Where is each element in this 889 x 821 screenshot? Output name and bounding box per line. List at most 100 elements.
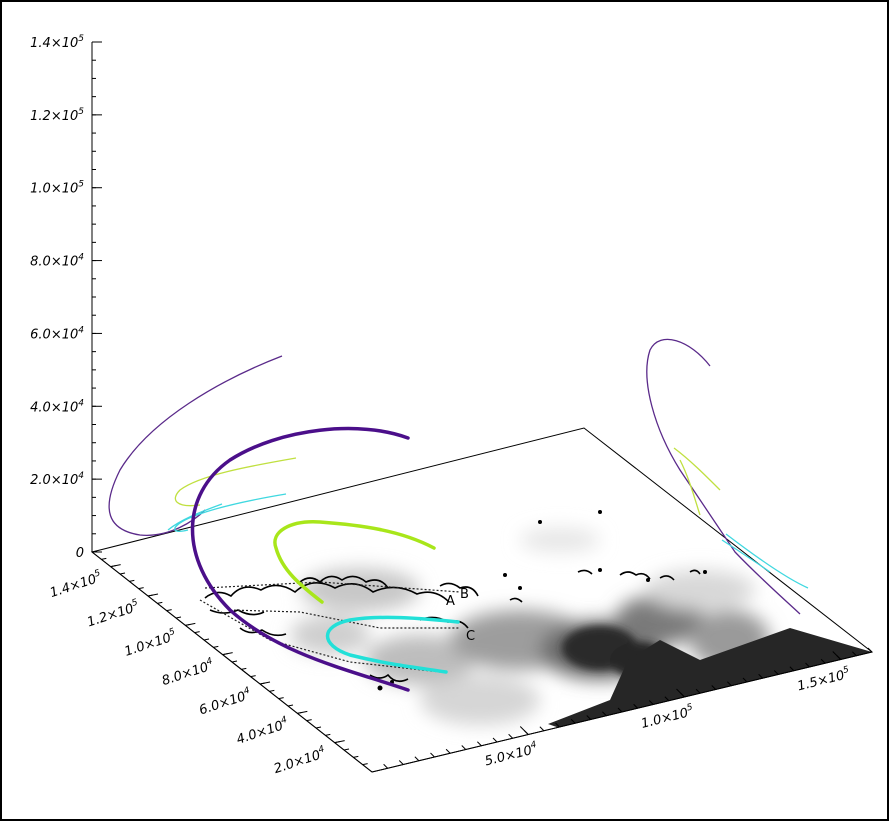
y-minor-tick — [343, 748, 350, 751]
y-tick-label: 6.0×104 — [197, 686, 254, 719]
x-major-tick — [676, 688, 685, 698]
z-tick-label: 1.2×105 — [30, 107, 84, 124]
y-minor-tick — [138, 587, 144, 590]
x-minor-tick — [727, 681, 732, 687]
x-minor-tick — [570, 718, 576, 724]
y-minor-tick — [129, 579, 135, 582]
y-tick-label-group: 2.0×104 — [271, 744, 328, 777]
x-tick-label: 1.0×105 — [639, 702, 696, 732]
x-minor-tick — [398, 760, 404, 765]
z-tick-label: 2.0×104 — [30, 471, 84, 488]
x-minor-tick — [742, 677, 748, 683]
projection-green-left — [174, 457, 297, 507]
region-labels: A B C — [446, 587, 475, 644]
field-lines — [190, 426, 460, 692]
x-minor-tick — [445, 748, 451, 754]
y-tick-label-group: 1.2×105 — [85, 598, 142, 631]
y-major-tick — [334, 740, 345, 744]
magnetogram-plane: A B C — [90, 427, 874, 773]
x-major-tick — [519, 726, 529, 735]
x-tick-label-group: 1.0×105 — [639, 702, 696, 732]
projection-purple-right — [646, 338, 801, 615]
y-minor-tick — [157, 601, 163, 604]
y-tick-label-group: 8.0×104 — [159, 656, 216, 689]
y-tick-label-group: 1.0×105 — [122, 627, 179, 660]
y-major-tick — [259, 681, 271, 685]
x-minor-tick — [461, 745, 467, 750]
y-tick-label-group: 6.0×104 — [197, 686, 254, 719]
x-minor-tick — [555, 722, 560, 728]
y-minor-tick — [101, 557, 107, 560]
x-minor-tick — [602, 711, 607, 717]
x-minor-tick — [492, 737, 498, 743]
x-minor-tick — [477, 741, 482, 747]
x-minor-tick — [430, 752, 435, 758]
x-minor-tick — [648, 700, 654, 705]
y-major-tick — [110, 564, 121, 568]
y-tick-label-group: 4.0×104 — [235, 715, 289, 748]
x-minor-tick — [633, 703, 638, 709]
polarity-lines — [199, 581, 461, 673]
x-tick-label: 1.5×105 — [795, 665, 852, 695]
y-major-tick — [297, 710, 308, 714]
projection-green-right — [673, 447, 721, 491]
y-minor-tick — [119, 572, 126, 575]
projection-cyan-left-2 — [167, 503, 223, 531]
left-projection-lines — [108, 355, 297, 536]
field-line-green — [273, 520, 436, 604]
y-minor-tick — [231, 660, 238, 663]
label-c: C — [466, 629, 475, 644]
z-tick-label: 6.0×104 — [30, 325, 84, 342]
projection-cyan-right-2 — [721, 539, 771, 573]
x-minor-tick — [539, 726, 545, 732]
z-tick-label: 0 — [76, 546, 84, 561]
x-minor-tick — [852, 651, 857, 657]
y-minor-tick — [306, 719, 312, 722]
x-major-tick — [832, 651, 842, 660]
x-minor-tick — [586, 715, 592, 720]
y-minor-tick — [269, 689, 275, 692]
y-minor-tick — [203, 638, 210, 641]
projection-green-right-2 — [679, 459, 701, 516]
label-a: A — [446, 594, 455, 609]
x-minor-tick — [383, 763, 388, 769]
y-tick-label: 1.0×105 — [122, 627, 179, 660]
y-tick-label: 1.4×105 — [47, 568, 104, 601]
y-minor-tick — [213, 645, 219, 648]
y-minor-tick — [241, 667, 247, 670]
y-minor-tick — [250, 675, 256, 678]
y-minor-tick — [315, 726, 322, 729]
projection-cyan-right — [725, 533, 809, 589]
y-minor-tick — [166, 609, 172, 612]
z-axis-ticks: 0 2.0×104 4.0×104 6.0×104 8.0×104 1.0×105 1.2×… — [30, 34, 102, 561]
x-minor-tick — [617, 707, 623, 713]
x-minor-tick — [805, 662, 810, 668]
z-tick-label: 8.0×104 — [30, 253, 84, 270]
right-projection-lines — [646, 338, 809, 615]
x-tick-label: 5.0×104 — [483, 740, 540, 770]
y-tick-label-group: 1.4×105 — [47, 568, 104, 601]
y-major-tick — [185, 622, 196, 626]
y-minor-tick — [325, 733, 331, 736]
contour-specks — [377, 510, 707, 691]
y-minor-tick — [91, 550, 98, 553]
y-tick-label: 8.0×104 — [159, 656, 216, 689]
x-tick-label-group: 1.5×105 — [795, 665, 852, 695]
y-tick-label: 2.0×104 — [271, 744, 328, 777]
x-minor-tick — [508, 733, 513, 739]
y-major-tick — [222, 652, 233, 656]
y-minor-tick — [278, 697, 284, 700]
field-line-cyan — [325, 615, 460, 674]
x-minor-tick — [414, 756, 420, 762]
x-minor-tick — [695, 688, 701, 694]
y-minor-tick — [353, 755, 359, 758]
z-tick-label: 4.0×104 — [30, 398, 84, 415]
y-tick-label: 1.2×105 — [85, 598, 142, 631]
field-line-purple — [190, 426, 410, 692]
x-minor-tick — [789, 666, 795, 672]
x-minor-tick — [711, 685, 717, 690]
y-minor-tick — [194, 631, 200, 634]
x-tick-label-group: 5.0×104 — [483, 740, 540, 770]
x-minor-tick — [758, 673, 763, 679]
